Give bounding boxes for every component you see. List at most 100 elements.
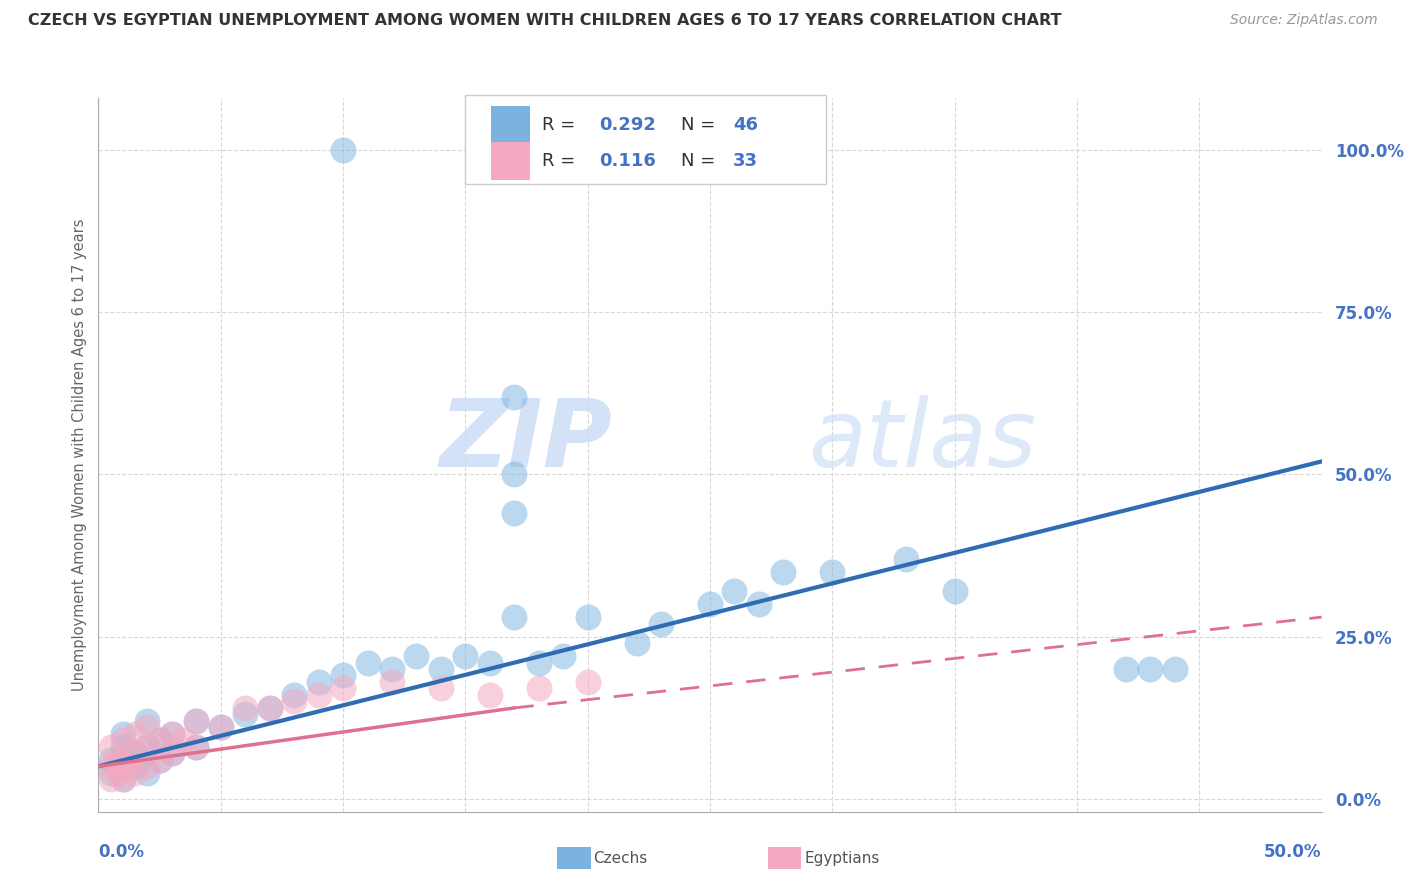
Point <box>111 772 134 787</box>
Point <box>160 727 183 741</box>
Point <box>356 656 378 670</box>
Point <box>576 675 599 690</box>
Point <box>699 597 721 611</box>
Point <box>1115 662 1137 676</box>
Point <box>308 688 330 702</box>
Point <box>405 648 427 663</box>
Point <box>209 720 232 734</box>
Point <box>503 467 526 482</box>
Point <box>186 739 208 754</box>
Point <box>160 747 183 761</box>
Point <box>136 714 159 728</box>
Point <box>107 753 129 767</box>
Point <box>124 765 146 780</box>
Point <box>259 701 281 715</box>
Point <box>332 668 354 682</box>
Text: CZECH VS EGYPTIAN UNEMPLOYMENT AMONG WOMEN WITH CHILDREN AGES 6 TO 17 YEARS CORR: CZECH VS EGYPTIAN UNEMPLOYMENT AMONG WOM… <box>28 13 1062 29</box>
Point <box>149 733 172 747</box>
Point <box>527 681 550 696</box>
Point <box>1139 662 1161 676</box>
Point <box>160 747 183 761</box>
Point <box>748 597 770 611</box>
Point <box>136 765 159 780</box>
Point <box>124 727 146 741</box>
Point <box>478 688 501 702</box>
Point <box>332 681 354 696</box>
Point <box>576 610 599 624</box>
Point <box>149 753 172 767</box>
Point <box>478 656 501 670</box>
Point <box>503 610 526 624</box>
Text: atlas: atlas <box>808 395 1036 486</box>
Point <box>111 753 134 767</box>
Point <box>527 656 550 670</box>
Point <box>186 739 208 754</box>
Point <box>136 759 159 773</box>
Point <box>107 765 129 780</box>
Point <box>111 733 134 747</box>
Point <box>723 584 745 599</box>
Point <box>233 701 256 715</box>
Point <box>503 506 526 520</box>
Point <box>124 759 146 773</box>
Point <box>160 727 183 741</box>
Point <box>111 727 134 741</box>
Point <box>100 753 122 767</box>
Point <box>100 772 122 787</box>
Point <box>136 720 159 734</box>
Y-axis label: Unemployment Among Women with Children Ages 6 to 17 years: Unemployment Among Women with Children A… <box>72 219 87 691</box>
Text: 50.0%: 50.0% <box>1264 843 1322 861</box>
Point <box>124 747 146 761</box>
Text: Egyptians: Egyptians <box>804 852 880 866</box>
Point <box>186 714 208 728</box>
Point <box>259 701 281 715</box>
Point <box>650 616 672 631</box>
Point <box>100 759 122 773</box>
Point <box>111 739 134 754</box>
FancyBboxPatch shape <box>491 142 530 180</box>
Point <box>1164 662 1187 676</box>
Text: R =: R = <box>543 116 582 134</box>
Point <box>332 143 354 157</box>
Point <box>209 720 232 734</box>
Text: 46: 46 <box>734 116 758 134</box>
Point <box>943 584 966 599</box>
Point <box>821 565 844 579</box>
Point <box>111 772 134 787</box>
Text: N =: N = <box>681 152 721 169</box>
Point <box>430 662 453 676</box>
Point <box>117 759 139 773</box>
Point <box>100 765 122 780</box>
Point <box>381 675 404 690</box>
Point <box>283 694 305 708</box>
Point <box>894 551 917 566</box>
Point <box>308 675 330 690</box>
Text: Czechs: Czechs <box>593 852 648 866</box>
Point <box>173 733 195 747</box>
Text: 0.292: 0.292 <box>599 116 655 134</box>
Point <box>149 753 172 767</box>
Point <box>772 565 794 579</box>
Point <box>233 707 256 722</box>
Text: 33: 33 <box>734 152 758 169</box>
Point <box>136 739 159 754</box>
Point <box>136 739 159 754</box>
Point <box>124 747 146 761</box>
FancyBboxPatch shape <box>491 106 530 145</box>
Point <box>107 759 129 773</box>
Point <box>503 390 526 404</box>
Point <box>381 662 404 676</box>
Text: R =: R = <box>543 152 582 169</box>
Point <box>454 648 477 663</box>
Text: N =: N = <box>681 116 721 134</box>
Text: ZIP: ZIP <box>439 394 612 487</box>
Point <box>553 648 575 663</box>
Point <box>111 753 134 767</box>
Text: 0.116: 0.116 <box>599 152 655 169</box>
Point <box>430 681 453 696</box>
Point <box>626 636 648 650</box>
FancyBboxPatch shape <box>465 95 827 184</box>
Point <box>186 714 208 728</box>
Point <box>100 739 122 754</box>
Text: Source: ZipAtlas.com: Source: ZipAtlas.com <box>1230 13 1378 28</box>
